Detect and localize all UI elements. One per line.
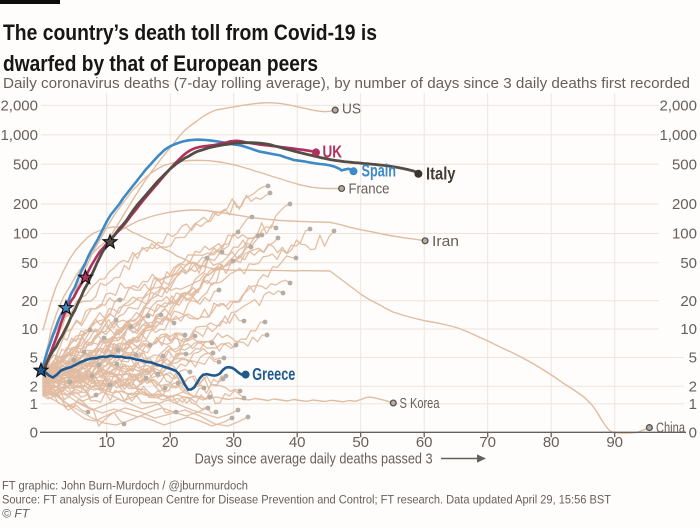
svg-text:1,000: 1,000 bbox=[0, 127, 38, 144]
svg-text:50: 50 bbox=[21, 255, 38, 272]
svg-text:80: 80 bbox=[543, 434, 560, 451]
svg-text:2,000: 2,000 bbox=[659, 98, 697, 115]
svg-text:10: 10 bbox=[680, 321, 697, 338]
svg-text:Greece: Greece bbox=[252, 364, 295, 384]
svg-text:Italy: Italy bbox=[426, 164, 456, 184]
svg-text:30: 30 bbox=[225, 434, 242, 451]
svg-text:Source: FT analysis of Europea: Source: FT analysis of European Centre f… bbox=[2, 492, 611, 506]
svg-text:2: 2 bbox=[30, 379, 38, 396]
svg-text:200: 200 bbox=[13, 196, 38, 213]
svg-text:5: 5 bbox=[689, 350, 697, 367]
svg-text:0: 0 bbox=[30, 425, 38, 442]
svg-text:© FT: © FT bbox=[2, 506, 31, 520]
svg-text:20: 20 bbox=[680, 293, 697, 310]
svg-text:Iran: Iran bbox=[432, 233, 459, 250]
svg-text:10: 10 bbox=[98, 434, 115, 451]
svg-text:50: 50 bbox=[680, 255, 697, 272]
svg-text:Daily coronavirus deaths (7-da: Daily coronavirus deaths (7-day rolling … bbox=[3, 75, 690, 92]
svg-text:100: 100 bbox=[13, 226, 38, 243]
svg-text:US: US bbox=[342, 101, 361, 118]
svg-text:Days since average daily death: Days since average daily deaths passed 3 bbox=[195, 452, 433, 468]
svg-text:90: 90 bbox=[606, 434, 623, 451]
svg-text:10: 10 bbox=[21, 321, 38, 338]
svg-text:1,000: 1,000 bbox=[659, 127, 697, 144]
svg-text:France: France bbox=[349, 181, 390, 198]
svg-text:40: 40 bbox=[289, 434, 306, 451]
svg-text:20: 20 bbox=[162, 434, 179, 451]
svg-text:1: 1 bbox=[689, 396, 697, 413]
svg-text:UK: UK bbox=[323, 142, 343, 162]
svg-text:China: China bbox=[656, 420, 685, 437]
svg-text:20: 20 bbox=[21, 293, 38, 310]
svg-text:0: 0 bbox=[689, 425, 697, 442]
svg-text:FT graphic: John Burn-Murdoch: FT graphic: John Burn-Murdoch / @jburnmu… bbox=[2, 478, 248, 492]
svg-text:5: 5 bbox=[30, 350, 38, 367]
svg-text:Spain: Spain bbox=[362, 161, 397, 181]
svg-text:1: 1 bbox=[30, 396, 38, 413]
svg-text:500: 500 bbox=[672, 157, 697, 174]
svg-text:dwarfed by that of European pe: dwarfed by that of European peers bbox=[3, 51, 318, 76]
svg-text:100: 100 bbox=[672, 226, 697, 243]
svg-text:500: 500 bbox=[13, 157, 38, 174]
svg-text:2,000: 2,000 bbox=[0, 98, 38, 115]
svg-text:60: 60 bbox=[416, 434, 433, 451]
svg-text:2: 2 bbox=[689, 379, 697, 396]
svg-text:70: 70 bbox=[479, 434, 496, 451]
svg-text:The country’s death toll from: The country’s death toll from Covid-19 i… bbox=[3, 20, 377, 45]
svg-text:50: 50 bbox=[352, 434, 369, 451]
svg-text:200: 200 bbox=[672, 196, 697, 213]
svg-text:S Korea: S Korea bbox=[400, 395, 440, 412]
